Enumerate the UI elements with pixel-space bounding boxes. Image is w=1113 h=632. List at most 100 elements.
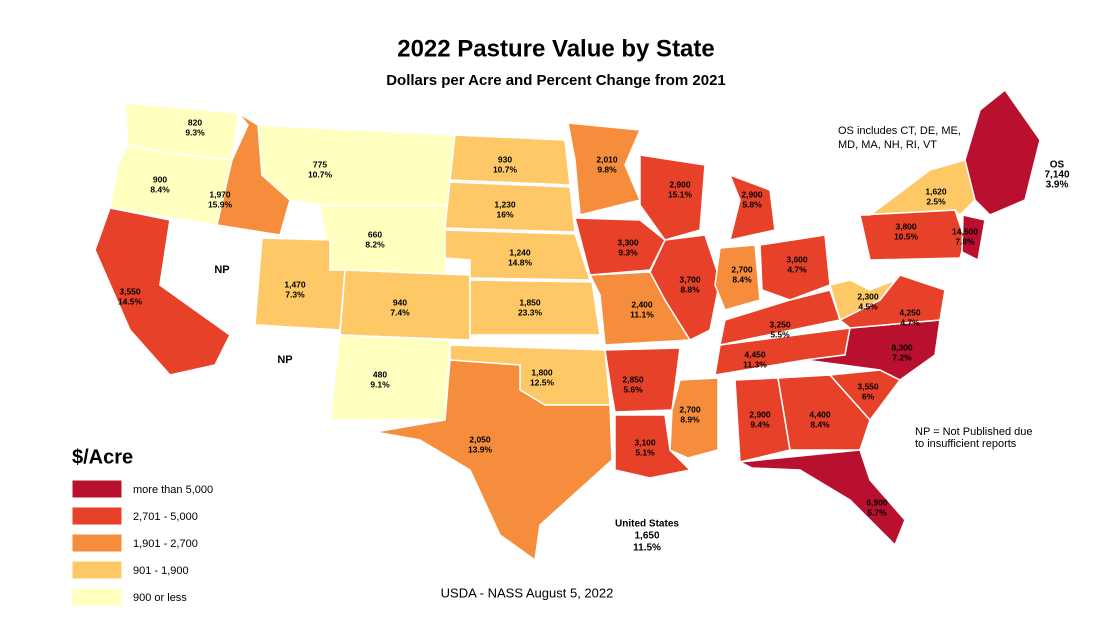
state <box>759 234 831 301</box>
us-value: 1,650 <box>634 531 659 542</box>
state-change: 5.1% <box>635 447 655 457</box>
state <box>649 234 721 341</box>
state <box>224 324 341 421</box>
state-value: 1,800 <box>531 367 553 377</box>
state <box>444 181 576 233</box>
state-change: 7.3% <box>285 289 305 299</box>
state-value: 900 <box>153 174 167 184</box>
state-change: 9.3% <box>185 127 205 137</box>
legend-swatch <box>71 533 123 553</box>
state-change: 8.4% <box>732 274 752 284</box>
state-value: 14,500 <box>952 226 978 236</box>
state-change: 8.2% <box>365 239 385 249</box>
state-change: 9.8% <box>597 164 617 174</box>
state-change: 11.3% <box>743 359 767 369</box>
state-change: 2.5% <box>926 196 946 206</box>
state <box>604 347 681 413</box>
state-value: 3,800 <box>895 221 917 231</box>
state-value: NP <box>277 354 292 366</box>
source: USDA - NASS August 5, 2022 <box>441 585 614 600</box>
legend-label: 2,701 - 5,000 <box>133 511 198 523</box>
state-change: 15.1% <box>668 189 693 199</box>
state-change: 16% <box>496 209 513 219</box>
state-value: 2,900 <box>669 179 691 189</box>
state <box>714 244 761 311</box>
state-change: 6% <box>862 391 875 401</box>
state-change: 10.7% <box>493 164 518 174</box>
legend-swatch <box>71 587 123 607</box>
state <box>728 173 776 241</box>
legend-title: $/Acre <box>72 446 133 468</box>
state-change: 8.9% <box>680 414 700 424</box>
state-change: 7.4% <box>390 307 410 317</box>
state <box>614 414 692 479</box>
state-change: 10.7% <box>308 169 333 179</box>
state-change: 4.5% <box>858 301 878 311</box>
legend-label: 900 or less <box>133 592 187 604</box>
legend-swatch <box>71 506 123 526</box>
state-value: 820 <box>188 117 202 127</box>
state-value: NP <box>214 264 229 276</box>
state-value: 2,050 <box>469 434 491 444</box>
state-value: 2,300 <box>857 291 879 301</box>
state-value: 1,620 <box>925 186 947 196</box>
state-value: 2,900 <box>741 189 763 199</box>
state-value: 2,900 <box>749 409 771 419</box>
map-title: 2022 Pasture Value by State <box>397 35 715 62</box>
state-change: 8.4% <box>150 184 170 194</box>
state-value: 6,900 <box>866 497 888 507</box>
np-note: to insufficient reports <box>915 438 1017 450</box>
os-note: OS includes CT, DE, ME, <box>838 125 961 137</box>
state <box>777 374 871 451</box>
state-value: 4,450 <box>744 349 766 359</box>
state-value: 3,700 <box>679 274 701 284</box>
state-change: 5.5% <box>770 329 790 339</box>
state-change: 14.5% <box>118 296 143 306</box>
state <box>964 88 1041 216</box>
us-change: 11.5% <box>633 543 661 554</box>
state-value: 7,140 <box>1044 170 1069 181</box>
state-value: 940 <box>393 297 407 307</box>
state <box>329 334 451 421</box>
state-value: 1,850 <box>519 297 541 307</box>
state-change: 9.3% <box>618 247 638 257</box>
state-change: 8.4% <box>810 419 830 429</box>
state-change: 8.8% <box>680 284 700 294</box>
state <box>639 154 706 241</box>
state-change: 7.2% <box>892 352 912 362</box>
state-change: 5.7% <box>867 507 887 517</box>
np-note: NP = Not Published due <box>915 426 1033 438</box>
state-value: 930 <box>498 154 512 164</box>
states <box>94 88 1041 562</box>
state <box>319 204 451 276</box>
legend-label: 1,901 - 2,700 <box>133 538 198 550</box>
state <box>444 229 592 281</box>
state-change: 13.9% <box>468 444 493 454</box>
state-value: 660 <box>368 229 382 239</box>
state-value: 2,010 <box>596 154 618 164</box>
state-value: 8,300 <box>891 342 913 352</box>
state <box>257 124 456 206</box>
state-value: 1,970 <box>209 189 231 199</box>
state-value: 2,700 <box>731 264 753 274</box>
state <box>829 278 898 322</box>
state-value: 3,550 <box>119 286 141 296</box>
state-change: 10.5% <box>894 231 919 241</box>
os-note: MD, MA, NH, RI, VT <box>838 139 937 151</box>
state-name: OS <box>1050 160 1065 171</box>
state-change: 9.4% <box>750 419 770 429</box>
state <box>859 159 976 217</box>
state <box>669 377 719 459</box>
state-value: 2,850 <box>622 374 644 384</box>
state-value: 3,550 <box>857 381 879 391</box>
legend-label: more than 5,000 <box>133 484 213 496</box>
legend-swatch <box>71 560 123 580</box>
state-change: 15.9% <box>208 199 233 209</box>
state <box>804 319 941 381</box>
state-change: 3.9% <box>1046 180 1069 191</box>
state-change: 14.8% <box>508 257 533 267</box>
map-subtitle: Dollars per Acre and Percent Change from… <box>386 72 726 89</box>
legend-label: 901 - 1,900 <box>133 565 189 577</box>
state-value: 2,700 <box>679 404 701 414</box>
